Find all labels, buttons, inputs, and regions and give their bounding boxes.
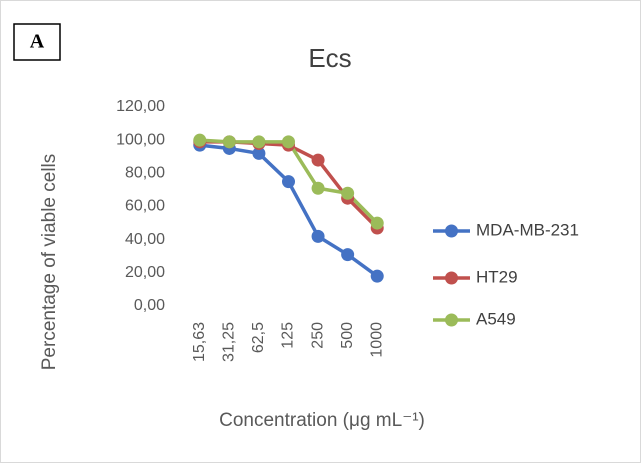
data-point — [311, 153, 325, 167]
legend-swatch-marker — [445, 313, 458, 327]
data-point — [252, 135, 266, 149]
y-tick-label: 0,00 — [134, 297, 165, 314]
data-point — [370, 216, 384, 230]
chart-title: Ecs — [308, 43, 351, 73]
y-tick-label: 40,00 — [125, 231, 165, 248]
x-tick-label: 15,63 — [191, 322, 208, 362]
data-point — [282, 175, 295, 189]
legend-swatch-marker — [445, 271, 458, 285]
y-tick-label: 120,00 — [116, 98, 165, 115]
data-point — [370, 269, 384, 283]
x-tick-label: 1000 — [368, 322, 385, 358]
data-point — [311, 181, 325, 195]
data-point — [193, 133, 207, 147]
y-axis-label: Percentage of viable cells — [39, 154, 60, 371]
data-point — [341, 248, 355, 262]
x-tick-label: 125 — [280, 322, 297, 349]
y-tick-label: 80,00 — [125, 165, 165, 182]
legend-label: MDA-MB-231 — [476, 220, 579, 239]
panel-box — [13, 23, 61, 61]
legend-swatch-marker — [445, 224, 458, 238]
data-point — [282, 135, 295, 149]
panel-label: A — [30, 31, 45, 53]
x-tick-label: 500 — [339, 322, 356, 349]
legend-label: A549 — [476, 309, 516, 328]
x-tick-label: 31,25 — [221, 322, 238, 362]
x-tick-label: 62,5 — [250, 322, 267, 353]
y-tick-label: 60,00 — [125, 198, 165, 215]
y-tick-label: 20,00 — [125, 264, 165, 281]
data-point — [222, 135, 236, 149]
y-tick-label: 100,00 — [116, 131, 165, 148]
data-point — [252, 146, 266, 160]
data-point — [341, 186, 355, 200]
x-tick-label: 250 — [309, 322, 326, 349]
x-axis-label: Concentration (μg mL⁻¹) — [219, 410, 425, 431]
legend-label: HT29 — [476, 267, 518, 286]
data-point — [311, 229, 325, 243]
